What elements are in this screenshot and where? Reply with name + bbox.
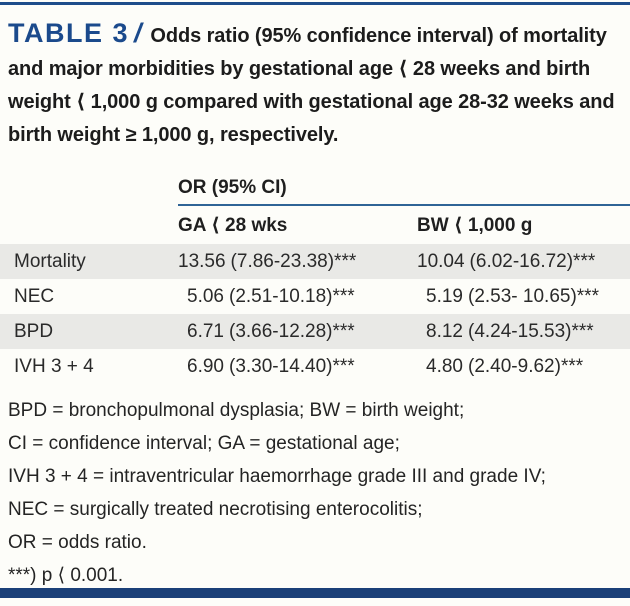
table-column-header-row: GA ⟨ 28 wks BW ⟨ 1,000 g bbox=[0, 206, 630, 244]
bw-value-cell: 4.80 (2.40-9.62)*** bbox=[417, 356, 630, 378]
or-value: 5.19 bbox=[426, 285, 463, 307]
column-header-ga: GA ⟨ 28 wks bbox=[178, 214, 288, 236]
ga-value-cell: 6.71 (3.66-12.28)*** bbox=[178, 321, 417, 343]
or-value: 8.12 bbox=[426, 320, 463, 342]
or-value: 4.80 bbox=[426, 355, 463, 377]
ci-value: (3.30-14.40)*** bbox=[229, 355, 355, 377]
ci-value: (4.24-15.53)*** bbox=[468, 320, 594, 342]
table-number-label: TABLE 3 bbox=[8, 18, 130, 48]
footnote-line: OR = odds ratio. bbox=[8, 532, 147, 553]
ga-value-cell: 6.90 (3.30-14.40)*** bbox=[178, 356, 417, 378]
ci-value: (2.53- 10.65)*** bbox=[468, 285, 599, 307]
bw-value-cell: 8.12 (4.24-15.53)*** bbox=[417, 321, 630, 343]
row-label: IVH 3 + 4 bbox=[14, 355, 94, 377]
bw-value-cell: 10.04 (6.02-16.72)*** bbox=[417, 251, 630, 273]
footnote-line: CI = confidence interval; GA = gestation… bbox=[8, 433, 400, 454]
or-value: 6.90 bbox=[187, 355, 224, 377]
row-label: BPD bbox=[14, 320, 54, 342]
group-header-or-95ci: OR (95% CI) bbox=[178, 177, 630, 206]
bw-value-cell: 5.19 (2.53- 10.65)*** bbox=[417, 286, 630, 308]
table-caption-text: Odds ratio (95% confidence interval) of … bbox=[8, 25, 615, 146]
top-rule bbox=[0, 2, 630, 5]
ga-value-cell: 5.06 (2.51-10.18)*** bbox=[178, 286, 417, 308]
table-group-header-row: OR (95% CI) bbox=[0, 170, 630, 206]
row-label: NEC bbox=[14, 285, 55, 307]
table-row-ivh: IVH 3 + 4 6.90 (3.30-14.40)*** 4.80 (2.40-… bbox=[0, 349, 630, 384]
ci-value: (2.40-9.62)*** bbox=[468, 355, 584, 377]
table-row-bpd: BPD 6.71 (3.66-12.28)*** 8.12 (4.24-15.53)… bbox=[0, 314, 630, 349]
table-footnotes: BPD = bronchopulmonal dysplasia; BW = bi… bbox=[8, 394, 624, 592]
footnote-line: ***) p ⟨ 0.001. bbox=[8, 565, 124, 586]
table-caption: TABLE 3/Odds ratio (95% confidence inter… bbox=[8, 17, 624, 152]
footnote-line: NEC = surgically treated necrotising ent… bbox=[8, 499, 423, 520]
row-label: Mortality bbox=[14, 250, 86, 272]
or-value: 13.56 bbox=[178, 250, 226, 272]
or-value: 5.06 bbox=[187, 285, 224, 307]
bottom-bar bbox=[0, 588, 630, 598]
ci-value: (3.66-12.28)*** bbox=[229, 320, 355, 342]
or-value: 6.71 bbox=[187, 320, 224, 342]
table-row-nec: NEC 5.06 (2.51-10.18)*** 5.19 (2.53- 10.65… bbox=[0, 279, 630, 314]
ci-value: (6.02-16.72)*** bbox=[469, 250, 596, 272]
footnote-line: BPD = bronchopulmonal dysplasia; BW = bi… bbox=[8, 400, 465, 421]
ci-value: (7.86-23.38)*** bbox=[230, 250, 357, 272]
footnote-line: IVH 3 + 4 = intraventricular haemorrhage… bbox=[8, 466, 546, 487]
or-value: 10.04 bbox=[417, 250, 465, 272]
slash-divider-icon: / bbox=[134, 18, 142, 48]
table-row-mortality: Mortality 13.56 (7.86-23.38)*** 10.04 (6.0… bbox=[0, 244, 630, 279]
ga-value-cell: 13.56 (7.86-23.38)*** bbox=[178, 251, 417, 273]
odds-ratio-table: OR (95% CI) GA ⟨ 28 wks BW ⟨ 1,000 g Mor… bbox=[0, 170, 630, 384]
ci-value: (2.51-10.18)*** bbox=[229, 285, 355, 307]
column-header-bw: BW ⟨ 1,000 g bbox=[417, 214, 533, 236]
